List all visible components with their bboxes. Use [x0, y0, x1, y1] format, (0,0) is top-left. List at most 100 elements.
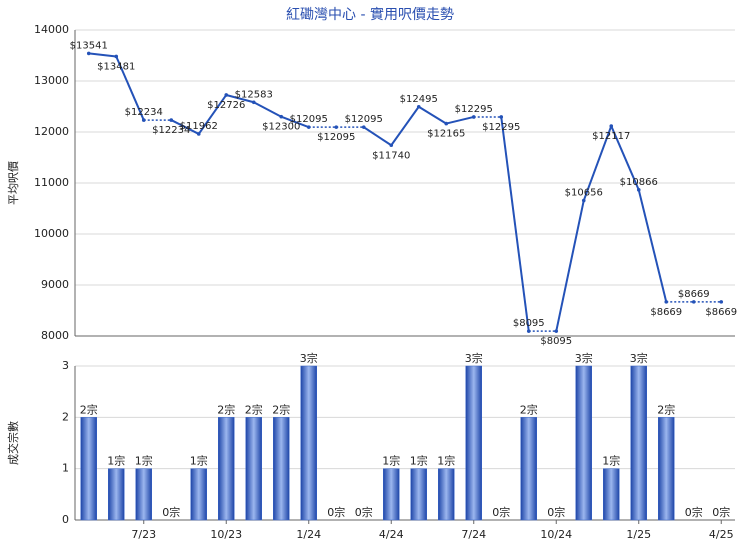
- data-label: $12583: [235, 89, 273, 100]
- bar: [218, 417, 235, 521]
- point: [86, 51, 91, 56]
- data-label: $12165: [427, 129, 465, 140]
- data-label: 2宗: [217, 402, 235, 416]
- data-label: $12117: [592, 131, 630, 142]
- y-axis-title: 成交宗數: [6, 421, 20, 465]
- data-label: $12234: [152, 125, 190, 136]
- data-label: 2宗: [272, 402, 290, 416]
- data-label: $13481: [97, 61, 135, 72]
- x-tick-label: 7/24: [461, 528, 486, 541]
- data-label: 0宗: [712, 505, 730, 519]
- data-label: $12495: [400, 94, 438, 105]
- line-segment: [418, 105, 447, 125]
- bar: [658, 417, 675, 521]
- bar: [383, 468, 400, 521]
- data-label: 3宗: [575, 351, 593, 365]
- data-label: $12095: [290, 114, 328, 125]
- point: [416, 104, 421, 109]
- y-tick-label: 2: [62, 410, 69, 423]
- point: [691, 300, 696, 304]
- bar: [630, 365, 647, 521]
- data-label: $8669: [650, 307, 682, 318]
- data-label: 0宗: [685, 505, 703, 519]
- x-tick-label: 7/23: [131, 528, 156, 541]
- line-segment: [390, 106, 420, 146]
- data-label: $12095: [345, 114, 383, 125]
- bar: [135, 468, 152, 521]
- line-segment: [280, 115, 310, 129]
- data-label: $13541: [70, 40, 108, 51]
- point: [526, 329, 531, 333]
- data-label: $11962: [180, 121, 218, 132]
- bar: [520, 417, 537, 521]
- line-segment: [637, 189, 668, 303]
- data-label: 1宗: [602, 454, 620, 468]
- point: [719, 300, 724, 304]
- bar: [410, 468, 427, 521]
- point: [169, 118, 174, 122]
- x-tick-label: 10/23: [210, 528, 242, 541]
- line-segment: [225, 94, 255, 104]
- chart-title: 紅磡灣中心 - 實用呎價走勢: [286, 6, 454, 23]
- y-tick-label: 9000: [41, 278, 69, 291]
- line-segment: [115, 56, 145, 121]
- data-label: $8669: [678, 289, 710, 300]
- data-label: $11740: [372, 150, 410, 161]
- y-tick-label: 14000: [34, 23, 69, 36]
- y-tick-label: 0: [62, 513, 69, 526]
- point: [251, 100, 256, 105]
- line-segment: [197, 94, 228, 135]
- data-label: $8095: [513, 318, 545, 329]
- bar: [190, 468, 207, 521]
- y-axis-title: 平均呎價: [6, 161, 20, 205]
- point: [664, 300, 669, 304]
- bar: [465, 365, 482, 521]
- y-tick-label: 11000: [34, 176, 69, 189]
- data-label: $10656: [565, 188, 603, 199]
- data-label: 1宗: [382, 454, 400, 468]
- point: [499, 115, 504, 119]
- data-label: $8095: [540, 336, 572, 347]
- data-label: 3宗: [630, 351, 648, 365]
- line-segment: [446, 115, 474, 125]
- data-label: 1宗: [410, 454, 428, 468]
- data-label: 1宗: [107, 454, 125, 468]
- bar: [438, 468, 455, 521]
- point: [196, 132, 201, 136]
- point: [334, 125, 339, 129]
- data-label: $12726: [207, 100, 245, 111]
- data-label: 0宗: [492, 505, 510, 519]
- data-label: $12234: [125, 107, 163, 118]
- data-label: $10866: [620, 177, 658, 188]
- x-tick-label: 4/24: [379, 528, 404, 541]
- data-label: 0宗: [547, 505, 565, 519]
- line-segment: [253, 101, 282, 118]
- point: [141, 118, 146, 122]
- data-label: 1宗: [437, 454, 455, 468]
- data-label: 0宗: [162, 505, 180, 519]
- y-tick-label: 10000: [34, 227, 69, 240]
- data-label: 1宗: [135, 454, 153, 468]
- y-tick-label: 8000: [41, 329, 69, 342]
- data-label: 2宗: [80, 402, 98, 416]
- bar: [245, 417, 262, 521]
- point: [444, 121, 449, 126]
- bar: [300, 365, 317, 521]
- data-label: 0宗: [327, 505, 345, 519]
- x-tick-label: 4/25: [709, 528, 734, 541]
- line-segment: [500, 116, 530, 332]
- line-segment: [170, 119, 200, 135]
- bar: [575, 365, 592, 521]
- point: [389, 143, 394, 148]
- line-segment: [610, 125, 640, 191]
- y-tick-label: 13000: [34, 74, 69, 87]
- data-label: 3宗: [300, 351, 318, 365]
- line-segment: [582, 125, 613, 201]
- y-tick-label: 12000: [34, 125, 69, 138]
- data-label: $12295: [455, 104, 493, 115]
- point: [224, 93, 229, 97]
- line-segment: [555, 200, 585, 332]
- point: [471, 115, 476, 119]
- data-label: $8669: [705, 307, 737, 318]
